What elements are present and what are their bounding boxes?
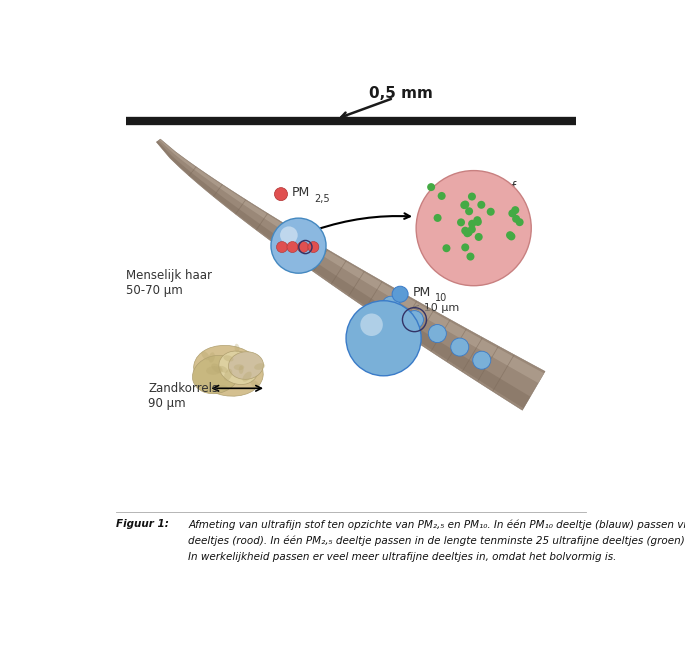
Polygon shape (157, 141, 530, 408)
Circle shape (271, 218, 326, 273)
Circle shape (427, 183, 435, 191)
Circle shape (506, 231, 514, 239)
Circle shape (461, 243, 469, 252)
Circle shape (451, 338, 469, 356)
Ellipse shape (239, 365, 243, 374)
Circle shape (280, 226, 298, 244)
Text: PM: PM (412, 286, 431, 299)
Ellipse shape (242, 372, 251, 382)
Circle shape (473, 216, 482, 224)
Circle shape (468, 220, 476, 228)
Circle shape (360, 313, 383, 336)
Circle shape (346, 301, 421, 376)
Text: In werkelijkheid passen er veel meer ultrafijne deeltjes in, omdat het bolvormig: In werkelijkheid passen er veel meer ult… (188, 552, 616, 562)
Polygon shape (156, 139, 545, 410)
Circle shape (466, 253, 475, 261)
Circle shape (416, 170, 532, 286)
Text: 10: 10 (435, 292, 447, 303)
Text: < 10 μm: < 10 μm (411, 304, 460, 313)
Circle shape (487, 208, 495, 216)
Polygon shape (159, 139, 544, 383)
Ellipse shape (234, 344, 240, 352)
Circle shape (287, 242, 298, 253)
Circle shape (457, 218, 465, 226)
Circle shape (508, 209, 516, 217)
Circle shape (473, 351, 490, 369)
Circle shape (460, 201, 469, 209)
Circle shape (297, 242, 308, 253)
Ellipse shape (194, 345, 263, 396)
Circle shape (475, 233, 483, 241)
Circle shape (465, 207, 473, 215)
Circle shape (464, 228, 473, 237)
Circle shape (277, 242, 288, 253)
Circle shape (477, 201, 486, 209)
Circle shape (511, 206, 519, 214)
Ellipse shape (201, 351, 210, 360)
Circle shape (468, 226, 476, 233)
Ellipse shape (234, 365, 245, 370)
Text: Menselijk haar
50-70 μm: Menselijk haar 50-70 μm (126, 269, 212, 297)
Ellipse shape (219, 366, 228, 372)
Circle shape (406, 311, 423, 329)
Circle shape (474, 218, 482, 226)
Circle shape (428, 324, 447, 343)
Text: Figuur 1:: Figuur 1: (116, 519, 169, 530)
Ellipse shape (206, 366, 221, 375)
Ellipse shape (254, 363, 265, 370)
Circle shape (275, 188, 288, 201)
Ellipse shape (219, 351, 258, 385)
Circle shape (461, 200, 469, 209)
Text: Zandkorrels
90 μm: Zandkorrels 90 μm (149, 382, 219, 410)
Circle shape (438, 192, 446, 200)
Ellipse shape (229, 352, 264, 380)
Ellipse shape (212, 363, 223, 373)
Circle shape (308, 242, 319, 253)
Circle shape (461, 227, 469, 235)
Circle shape (392, 286, 408, 302)
Circle shape (463, 229, 471, 237)
Circle shape (382, 296, 400, 314)
Circle shape (516, 218, 523, 226)
Circle shape (508, 233, 515, 240)
Ellipse shape (223, 356, 234, 361)
Text: 0,5 mm: 0,5 mm (369, 86, 433, 101)
Circle shape (443, 244, 451, 252)
Text: deeltjes (rood). In één PM₂,₅ deeltje passen in de lengte tenminste 25 ultrafijn: deeltjes (rood). In één PM₂,₅ deeltje pa… (188, 536, 685, 547)
Circle shape (434, 214, 442, 222)
Ellipse shape (209, 352, 215, 363)
Ellipse shape (224, 369, 232, 381)
Circle shape (468, 192, 476, 201)
Text: Ultrafijn stof: Ultrafijn stof (439, 181, 516, 194)
Circle shape (512, 215, 520, 223)
Ellipse shape (251, 380, 260, 389)
Text: PM: PM (292, 186, 310, 199)
Ellipse shape (219, 385, 228, 391)
Text: Afmeting van ultrafijn stof ten opzichte van PM₂,₅ en PM₁₀. In één PM₁₀ deeltje : Afmeting van ultrafijn stof ten opzichte… (188, 519, 685, 530)
Text: 2,5: 2,5 (314, 194, 330, 204)
Ellipse shape (192, 356, 239, 394)
